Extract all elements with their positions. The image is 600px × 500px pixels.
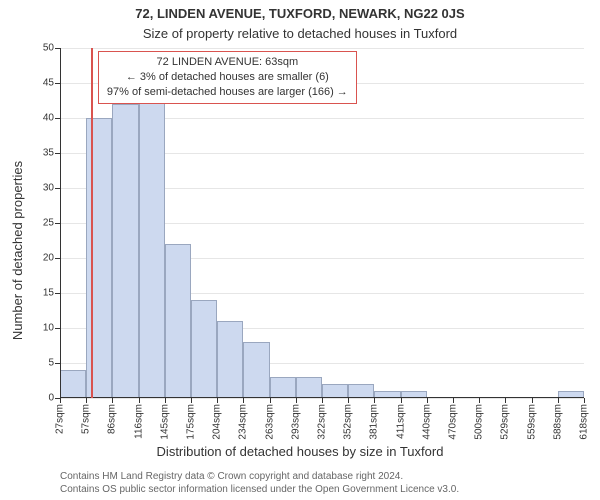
y-axis-label-text: Number of detached properties <box>11 160 26 339</box>
histogram-bar <box>112 104 138 398</box>
x-tick <box>270 398 271 403</box>
x-tick-label: 27sqm <box>55 404 66 434</box>
x-tick-label: 293sqm <box>290 404 301 440</box>
y-tick-label: 25 <box>43 218 54 229</box>
y-axis-line <box>60 48 61 398</box>
x-tick-label: 559sqm <box>526 404 537 440</box>
histogram-bar <box>270 377 296 398</box>
y-tick-label: 40 <box>43 113 54 124</box>
histogram-bar <box>348 384 374 398</box>
histogram-bar <box>296 377 322 398</box>
x-tick-label: 116sqm <box>133 404 144 439</box>
x-tick-label: 618sqm <box>579 404 590 440</box>
x-tick <box>348 398 349 403</box>
x-tick <box>427 398 428 403</box>
x-tick <box>296 398 297 403</box>
y-tick-label: 35 <box>43 148 54 159</box>
histogram-bar <box>191 300 217 398</box>
x-tick-label: 500sqm <box>474 404 485 440</box>
y-axis-label: Number of detached properties <box>8 0 28 500</box>
x-tick-label: 529sqm <box>500 404 511 440</box>
histogram-bar <box>217 321 243 398</box>
x-tick-label: 175sqm <box>186 404 197 440</box>
x-tick-label: 411sqm <box>395 404 406 439</box>
gridline <box>60 48 584 49</box>
histogram-bar <box>139 97 165 398</box>
x-tick-label: 352sqm <box>343 404 354 440</box>
x-tick <box>217 398 218 403</box>
y-tick-label: 15 <box>43 288 54 299</box>
histogram-bar <box>60 370 86 398</box>
x-tick <box>165 398 166 403</box>
y-tick-label: 10 <box>43 323 54 334</box>
footer-line-2: Contains OS public sector information li… <box>60 484 459 497</box>
histogram-bar <box>165 244 191 398</box>
y-tick-label: 5 <box>48 358 54 369</box>
x-tick <box>191 398 192 403</box>
x-tick-label: 234sqm <box>238 404 249 440</box>
plot-area: 0510152025303540455027sqm57sqm86sqm116sq… <box>60 48 584 398</box>
x-tick <box>374 398 375 403</box>
x-tick <box>505 398 506 403</box>
annotation-line-2: ← 3% of detached houses are smaller (6) <box>107 70 348 85</box>
x-axis-line <box>60 397 584 398</box>
x-tick <box>453 398 454 403</box>
x-tick-label: 57sqm <box>81 404 92 434</box>
footer-line-1: Contains HM Land Registry data © Crown c… <box>60 471 459 484</box>
annotation-line-1: 72 LINDEN AVENUE: 63sqm <box>107 55 348 70</box>
x-tick-label: 322sqm <box>317 404 328 440</box>
x-tick <box>584 398 585 403</box>
x-tick <box>139 398 140 403</box>
x-tick <box>558 398 559 403</box>
y-tick-label: 30 <box>43 183 54 194</box>
histogram-bar <box>243 342 269 398</box>
x-tick-label: 145sqm <box>159 404 170 440</box>
x-tick-label: 263sqm <box>264 404 275 440</box>
x-tick <box>479 398 480 403</box>
x-tick <box>532 398 533 403</box>
x-tick-label: 470sqm <box>448 404 459 440</box>
x-tick-label: 440sqm <box>421 404 432 440</box>
x-tick <box>243 398 244 403</box>
x-tick <box>112 398 113 403</box>
histogram-bar <box>322 384 348 398</box>
x-tick-label: 86sqm <box>107 404 118 434</box>
x-tick-label: 381sqm <box>369 404 380 440</box>
chart-title: 72, LINDEN AVENUE, TUXFORD, NEWARK, NG22… <box>0 6 600 21</box>
y-tick-label: 0 <box>48 393 54 404</box>
x-axis-label: Distribution of detached houses by size … <box>0 444 600 459</box>
property-marker-line <box>91 48 93 398</box>
x-tick-label: 588sqm <box>552 404 563 440</box>
chart-container: { "title_main": "72, LINDEN AVENUE, TUXF… <box>0 0 600 500</box>
annotation-line-3: 97% of semi-detached houses are larger (… <box>107 85 348 100</box>
y-tick-label: 45 <box>43 78 54 89</box>
x-tick <box>401 398 402 403</box>
y-tick-label: 20 <box>43 253 54 264</box>
attribution-footer: Contains HM Land Registry data © Crown c… <box>60 471 459 496</box>
x-tick <box>60 398 61 403</box>
x-tick <box>322 398 323 403</box>
chart-subtitle: Size of property relative to detached ho… <box>0 26 600 41</box>
annotation-box: 72 LINDEN AVENUE: 63sqm ← 3% of detached… <box>98 51 357 104</box>
y-tick-label: 50 <box>43 43 54 54</box>
x-tick-label: 204sqm <box>212 404 223 440</box>
x-tick <box>86 398 87 403</box>
